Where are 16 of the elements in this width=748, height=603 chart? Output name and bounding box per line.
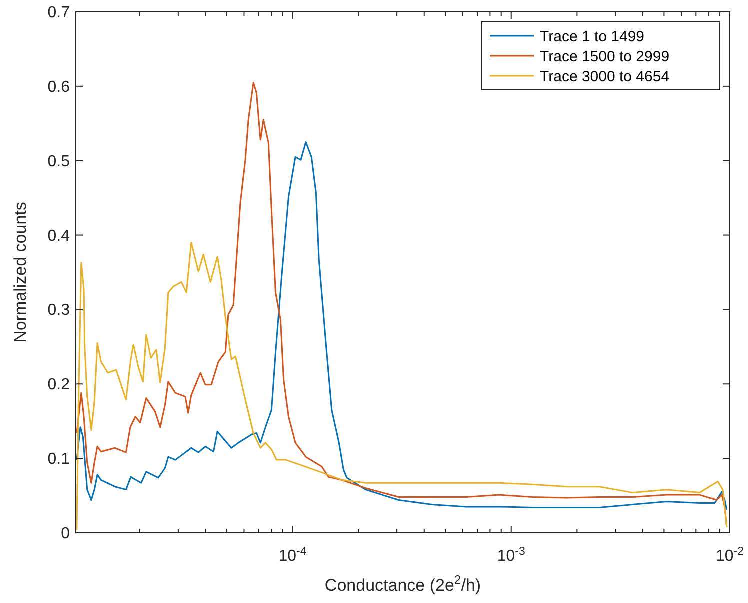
y-tick-label: 0.1: [48, 451, 70, 468]
y-tick-label: 0.7: [48, 4, 70, 22]
legend-label: Trace 1 to 1499: [540, 28, 645, 46]
y-tick-label: 0.3: [48, 302, 70, 320]
x-tick-label: 10$^{-4}$: [278, 546, 308, 565]
y-tick-label: 0: [61, 526, 70, 542]
y-tick-label: 0.6: [48, 78, 70, 96]
x-tick-label: 10$^{-2}$: [716, 546, 744, 565]
y-tick-label: 0.4: [48, 228, 70, 245]
y-tick-label: 0.2: [48, 376, 70, 394]
legend-label: Trace 3000 to 4654: [540, 68, 670, 86]
legend-label: Trace 1500 to 2999: [540, 48, 670, 66]
x-tick-label: 10$^{-3}$: [497, 546, 526, 565]
y-axis-title: Normalized counts: [11, 202, 30, 343]
x-axis-title: Conductance (2e$^{2}$/h): [324, 573, 482, 595]
y-tick-label: 0.5: [48, 153, 70, 170]
